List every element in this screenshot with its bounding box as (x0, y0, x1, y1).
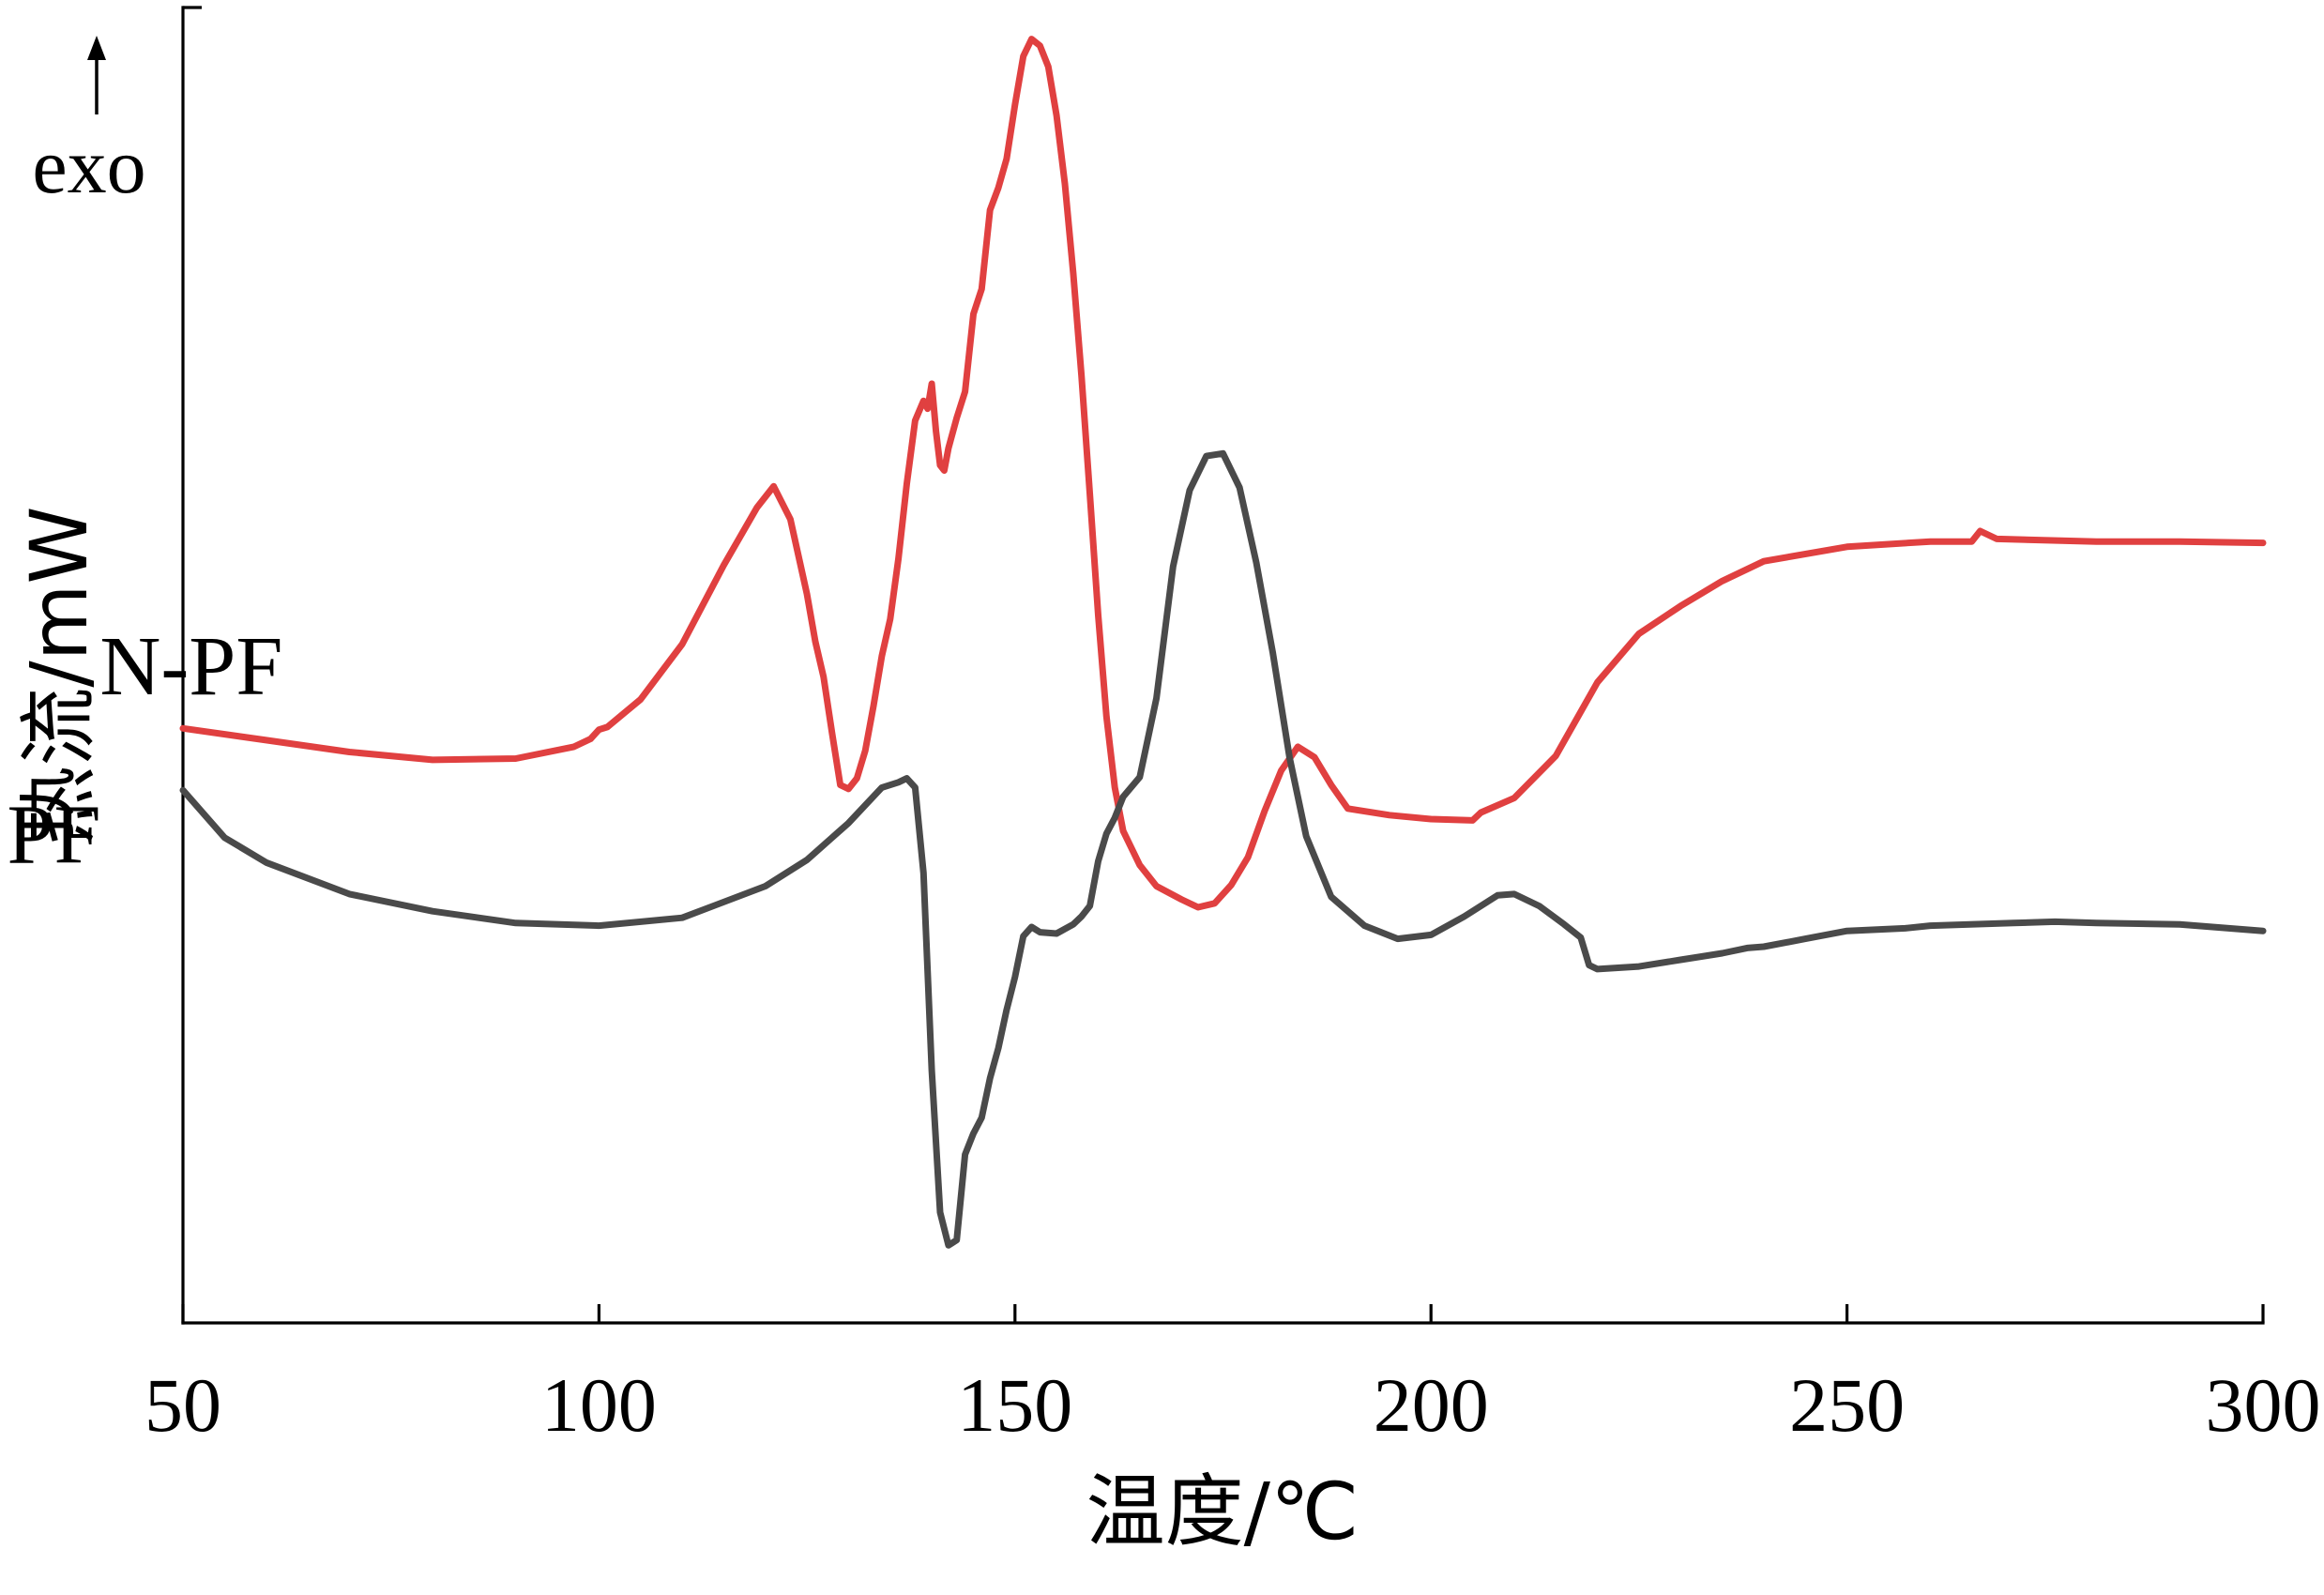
series-layer (179, 36, 2267, 1249)
x-tick-label-300: 300 (2206, 1362, 2321, 1448)
y-axis-title: 热流/mW (13, 506, 105, 844)
x-tick-label-100: 100 (541, 1362, 657, 1448)
x-ticks: 50 100 150 200 250 300 (144, 1304, 2321, 1448)
exo-arrow-head (87, 36, 106, 60)
series-line-n-pf (179, 36, 2267, 911)
series-line-pf (179, 449, 2267, 1249)
x-axis-title: 温度/℃ (1086, 1466, 1359, 1557)
x-tick-label-50: 50 (144, 1362, 221, 1448)
x-tick-label-200: 200 (1374, 1362, 1489, 1448)
exo-indicator: exo (32, 36, 146, 210)
exo-label: exo (32, 123, 145, 210)
series-label-n-pf: N-PF (99, 620, 282, 713)
x-tick-label-150: 150 (957, 1362, 1072, 1448)
series-labels: N-PF PF (7, 620, 282, 881)
series-label-pf: PF (7, 788, 100, 881)
x-tick-label-250: 250 (1789, 1362, 1905, 1448)
